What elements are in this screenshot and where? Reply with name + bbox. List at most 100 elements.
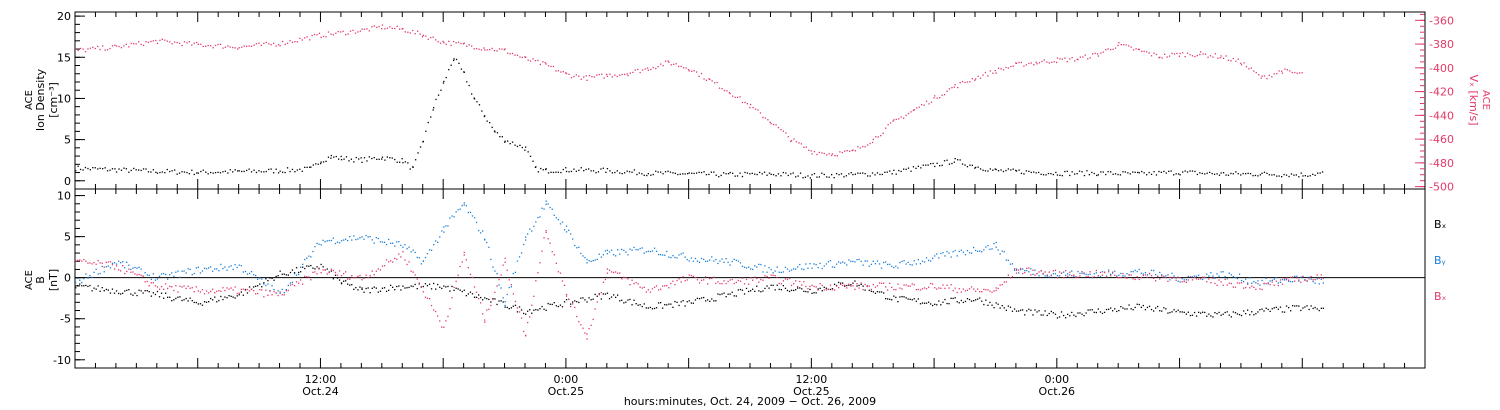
density-point xyxy=(568,171,570,173)
velocity-point xyxy=(155,39,157,42)
bx-point xyxy=(1015,310,1018,312)
by-point xyxy=(1177,280,1179,282)
velocity-point xyxy=(1271,76,1273,78)
bx-point xyxy=(831,288,834,290)
bx-point xyxy=(958,302,960,304)
by-point xyxy=(1226,278,1228,280)
density-point xyxy=(499,136,501,138)
velocity-point xyxy=(284,43,286,45)
by-point xyxy=(713,260,715,262)
bz-point xyxy=(572,303,574,305)
by-point xyxy=(578,246,580,248)
density-point xyxy=(1168,170,1170,172)
bz-point xyxy=(379,269,382,271)
by-point xyxy=(320,244,322,246)
density-point xyxy=(358,158,360,160)
bz-point xyxy=(441,326,443,328)
bz-point xyxy=(1316,274,1318,276)
velocity-point xyxy=(930,101,933,103)
bz-point xyxy=(132,271,134,273)
by-point xyxy=(625,251,627,253)
by-point xyxy=(165,273,167,276)
bz-point xyxy=(1091,276,1093,278)
velocity-point xyxy=(946,90,948,92)
by-point xyxy=(878,263,881,265)
density-point xyxy=(135,169,137,171)
density-point xyxy=(219,172,222,174)
bx-point xyxy=(111,288,114,290)
bx-point xyxy=(983,303,985,306)
density-point xyxy=(1093,172,1095,175)
by-point xyxy=(295,274,298,276)
bz-point xyxy=(723,280,725,282)
bx-point xyxy=(887,298,889,300)
velocity-point xyxy=(611,76,613,78)
density-point xyxy=(94,167,96,169)
bz-point xyxy=(345,271,347,273)
bx-point xyxy=(1030,309,1032,311)
velocity-point xyxy=(810,150,812,152)
bx-point xyxy=(289,271,292,274)
bz-point xyxy=(426,297,429,299)
top-left-title-line-1: ACE xyxy=(24,90,35,110)
bz-point xyxy=(422,291,424,293)
bz-point xyxy=(314,271,316,273)
bx-point xyxy=(302,266,304,268)
bx-point xyxy=(113,292,116,294)
bz-point xyxy=(698,282,701,284)
density-point xyxy=(611,172,613,174)
by-point xyxy=(173,275,175,278)
velocity-point xyxy=(895,118,897,120)
bz-point xyxy=(752,279,754,281)
bz-point xyxy=(226,287,228,289)
by-point xyxy=(1234,277,1237,279)
density-point xyxy=(361,161,363,163)
bz-point xyxy=(823,289,825,291)
bz-point xyxy=(905,284,907,286)
density-point xyxy=(368,156,370,158)
velocity-point xyxy=(844,150,846,152)
velocity-point xyxy=(503,49,505,51)
velocity-point xyxy=(1261,75,1263,77)
bx-point xyxy=(435,288,437,290)
density-point xyxy=(756,173,758,176)
density-point xyxy=(527,151,529,153)
by-point xyxy=(748,266,750,268)
by-point xyxy=(590,260,592,263)
velocity-point xyxy=(1053,61,1055,63)
velocity-point xyxy=(1219,57,1221,59)
bz-point xyxy=(711,277,713,279)
bz-point xyxy=(111,264,114,266)
bx-point xyxy=(1220,314,1222,316)
bz-point xyxy=(864,283,866,286)
by-point xyxy=(997,249,999,251)
bz-point xyxy=(762,279,764,281)
density-point xyxy=(597,171,600,173)
density-point xyxy=(481,110,483,112)
bx-point xyxy=(1118,309,1120,312)
bx-point xyxy=(923,302,926,304)
velocity-point xyxy=(662,65,664,67)
density-point xyxy=(234,169,236,171)
velocity-point xyxy=(263,42,265,44)
by-point xyxy=(819,262,821,265)
by-point xyxy=(1042,273,1044,275)
by-point xyxy=(232,268,234,271)
by-point xyxy=(289,282,292,284)
by-point xyxy=(179,276,181,278)
bx-point xyxy=(79,283,81,285)
bx-point xyxy=(539,308,541,310)
velocity-point xyxy=(1202,53,1204,55)
bz-point xyxy=(1249,287,1251,289)
bx-point xyxy=(549,303,551,305)
bz-point xyxy=(938,287,940,289)
bx-point xyxy=(428,283,431,285)
bx-point xyxy=(545,309,547,311)
density-point xyxy=(232,171,234,173)
bz-point xyxy=(803,281,805,283)
bz-point xyxy=(1179,277,1181,279)
by-point xyxy=(334,242,337,245)
velocity-point xyxy=(87,48,89,50)
by-point xyxy=(181,270,183,272)
density-point xyxy=(363,157,366,159)
